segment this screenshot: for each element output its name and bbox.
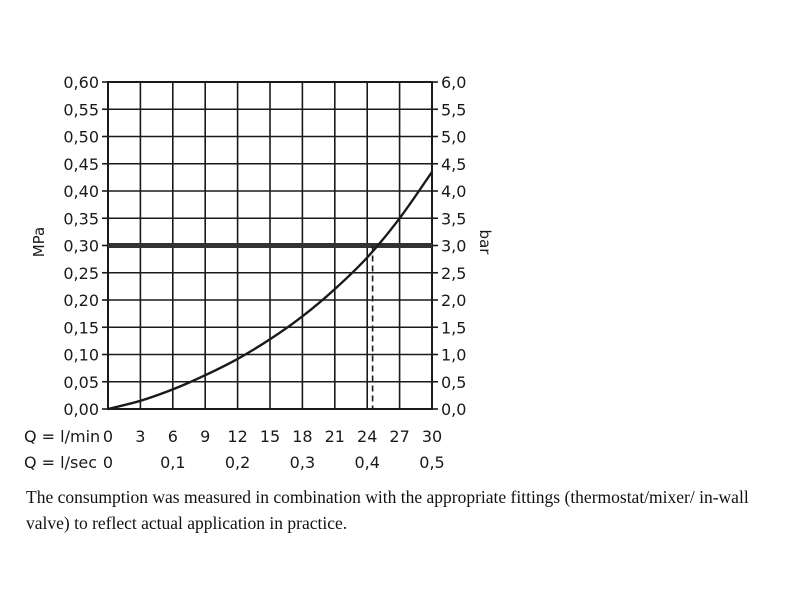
y-left-axis-title: MPa — [30, 227, 48, 258]
y-right-tick-label: 1,0 — [441, 346, 466, 365]
x-axis-1-tick-label: 18 — [292, 427, 312, 446]
tick-label-layer: 0,000,050,100,150,200,250,300,350,400,45… — [24, 73, 494, 472]
y-left-tick-label: 0,50 — [63, 128, 99, 147]
y-left-tick-label: 0,45 — [63, 155, 99, 174]
y-right-tick-label: 0,5 — [441, 373, 466, 392]
y-left-tick-label: 0,30 — [63, 237, 99, 256]
x-axis-1-tick-label: 30 — [422, 427, 442, 446]
y-right-tick-label: 3,0 — [441, 237, 466, 256]
series-layer — [107, 171, 433, 411]
y-right-tick-label: 2,5 — [441, 264, 466, 283]
y-left-tick-label: 0,40 — [63, 182, 99, 201]
x-axis-1-tick-label: 24 — [357, 427, 377, 446]
x-axis-2-tick-label: 0,3 — [290, 453, 315, 472]
y-left-tick-label: 0,10 — [63, 346, 99, 365]
chart-caption: The consumption was measured in combinat… — [26, 487, 749, 533]
x-axis-1-tick-label: 9 — [200, 427, 210, 446]
x-axis-1-tick-label: 12 — [227, 427, 247, 446]
x-axis-1-tick-label: 27 — [389, 427, 409, 446]
y-left-tick-label: 0,15 — [63, 318, 99, 337]
x-axis-2-tick-label: 0,1 — [160, 453, 185, 472]
y-right-tick-label: 5,0 — [441, 128, 466, 147]
y-right-tick-label: 3,5 — [441, 209, 466, 228]
y-right-tick-label: 4,0 — [441, 182, 466, 201]
y-right-tick-label: 1,5 — [441, 318, 466, 337]
x-axis-1-tick-label: 0 — [103, 427, 113, 446]
pressure-curve — [107, 171, 433, 411]
x-axis-2-tick-label: 0,5 — [419, 453, 444, 472]
y-left-tick-label: 0,55 — [63, 100, 99, 119]
y-left-tick-label: 0,20 — [63, 291, 99, 310]
y-left-tick-label: 0,00 — [63, 400, 99, 419]
x-axis-1-tick-label: 21 — [325, 427, 345, 446]
x-axis-2-tick-label: 0 — [103, 453, 113, 472]
y-right-tick-label: 5,5 — [441, 100, 466, 119]
y-left-tick-label: 0,25 — [63, 264, 99, 283]
y-left-tick-label: 0,35 — [63, 209, 99, 228]
y-left-tick-label: 0,05 — [63, 373, 99, 392]
y-right-tick-label: 2,0 — [441, 291, 466, 310]
x-axis-1-tick-label: 6 — [168, 427, 178, 446]
y-right-tick-label: 6,0 — [441, 73, 466, 92]
x-axis-2-tick-label: 0,2 — [225, 453, 250, 472]
x-axis-2-tick-label: 0,4 — [354, 453, 379, 472]
y-right-tick-label: 0,0 — [441, 400, 466, 419]
y-right-axis-title: bar — [476, 230, 494, 256]
x-axis-2-title: Q = l/sec — [24, 453, 97, 472]
y-left-tick-label: 0,60 — [63, 73, 99, 92]
x-axis-1-tick-label: 3 — [135, 427, 145, 446]
y-right-tick-label: 4,5 — [441, 155, 466, 174]
x-axis-1-title: Q = l/min — [24, 427, 100, 446]
x-axis-1-tick-label: 15 — [260, 427, 280, 446]
